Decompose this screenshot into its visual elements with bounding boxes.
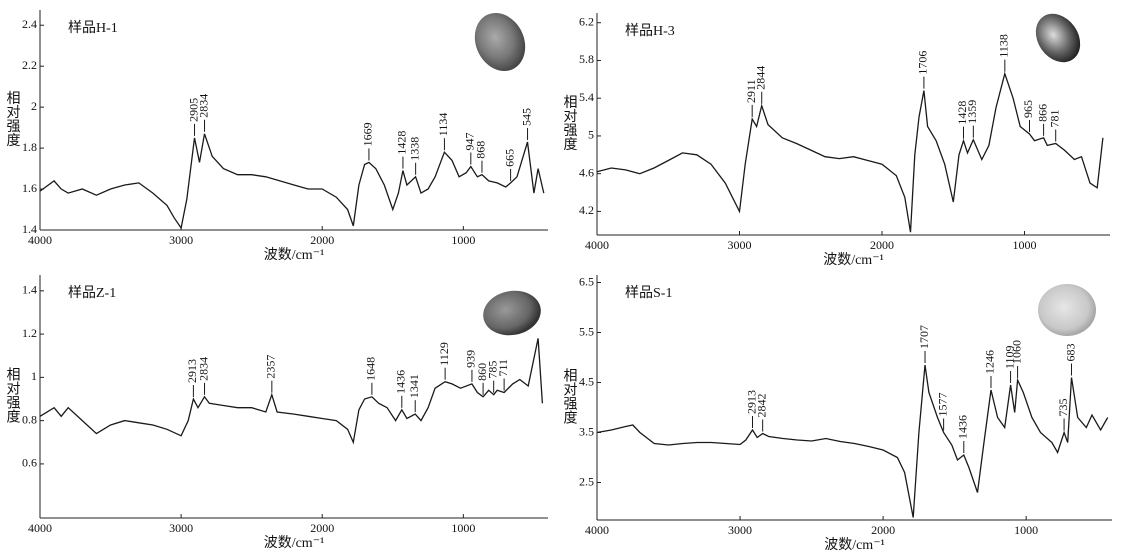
y-tick-label: 2.2: [22, 58, 37, 72]
peak-label: 1706: [916, 51, 930, 75]
y-axis-label: 相对强度: [5, 91, 21, 147]
peak-label: 545: [519, 108, 533, 126]
peak-label: 1428: [395, 131, 409, 155]
x-tick-label: 1000: [451, 521, 475, 535]
y-axis-label: 相对强度: [562, 368, 578, 424]
peak-label: 1669: [361, 122, 375, 146]
peak-label: 2844: [753, 66, 767, 90]
peak-label: 2834: [196, 357, 210, 381]
panel-title: 样品H-1: [68, 20, 118, 36]
spectrum-line: [596, 364, 1109, 518]
peak-label: 965: [1021, 100, 1035, 118]
x-tick-label: 4000: [585, 523, 609, 537]
y-tick-label: 4.5: [579, 374, 594, 388]
sample-photo: [474, 12, 526, 72]
y-tick-label: 2.5: [579, 474, 594, 488]
x-axis-label: 波数/cm⁻¹: [824, 537, 885, 553]
peak-label: 1341: [407, 374, 421, 398]
y-tick-label: 5: [588, 128, 594, 142]
y-tick-label: 4.6: [579, 165, 594, 179]
sample-photo: [1035, 13, 1081, 63]
peak-label: 781: [1047, 109, 1061, 127]
x-tick-label: 1000: [1013, 238, 1037, 252]
peak-label: 1138: [997, 34, 1011, 58]
y-tick-label: 6.5: [579, 274, 594, 288]
x-tick-label: 2000: [871, 523, 895, 537]
peak-label: 2357: [264, 355, 278, 379]
y-tick-label: 1.4: [22, 283, 37, 297]
peak-label: 1428: [955, 101, 969, 125]
x-tick-label: 2000: [310, 521, 334, 535]
x-tick-label: 2000: [870, 238, 894, 252]
peak-label: 1109: [1002, 345, 1016, 369]
y-tick-label: 2.4: [22, 17, 37, 31]
x-tick-label: 1000: [1014, 523, 1038, 537]
peak-label: 735: [1056, 399, 1070, 417]
y-axis-label: 相对强度: [562, 95, 578, 151]
y-tick-label: 1.8: [22, 140, 37, 154]
y-axis-label: 相对强度: [5, 367, 21, 423]
x-tick-label: 4000: [585, 238, 609, 252]
sample-photo: [1038, 284, 1096, 336]
peak-label: 1436: [394, 370, 408, 394]
peak-label: 785: [485, 361, 499, 379]
y-tick-label: 5.5: [579, 324, 594, 338]
panel-title: 样品S-1: [625, 285, 672, 301]
y-tick-label: 1.2: [22, 326, 37, 340]
peak-label: 1707: [917, 325, 931, 349]
peak-label: 2913: [744, 390, 758, 414]
y-tick-label: 4.2: [579, 203, 594, 217]
peak-label: 1338: [407, 137, 421, 161]
panel-title: 样品Z-1: [68, 285, 116, 301]
x-axis-label: 波数/cm⁻¹: [264, 247, 325, 263]
y-tick-label: 6.2: [579, 14, 594, 28]
x-tick-label: 2000: [310, 233, 334, 247]
peak-label: 947: [463, 133, 477, 151]
peak-label: 868: [474, 141, 488, 159]
x-tick-label: 3000: [169, 233, 193, 247]
peak-label: 665: [502, 149, 516, 167]
x-axis-label: 波数/cm⁻¹: [823, 252, 884, 268]
panel-title: 样品H-3: [625, 23, 675, 39]
spectrum-line: [39, 338, 544, 445]
x-axis-label: 波数/cm⁻¹: [264, 535, 325, 551]
y-tick-label: 1.6: [22, 181, 37, 195]
sample-photo: [483, 290, 541, 336]
peak-label: 2905: [186, 98, 200, 122]
y-tick-label: 3.5: [579, 424, 594, 438]
peak-label: 683: [1063, 344, 1077, 362]
peak-label: 1359: [965, 100, 979, 124]
peak-label: 1129: [437, 342, 451, 366]
y-tick-label: 0.8: [22, 412, 37, 426]
peak-label: 1060: [1009, 340, 1023, 364]
peak-label: 860: [475, 363, 489, 381]
y-tick-label: 5.8: [579, 52, 594, 66]
x-tick-label: 4000: [28, 521, 52, 535]
peak-label: 2834: [196, 94, 210, 118]
y-tick-label: 5.4: [579, 90, 594, 104]
peak-label: 866: [1035, 104, 1049, 122]
y-tick-label: 2: [31, 99, 37, 113]
spectrum-line: [596, 71, 1104, 233]
peak-label: 2911: [744, 79, 758, 103]
peak-label: 2842: [754, 394, 768, 418]
spectrum-line: [39, 133, 545, 230]
y-tick-label: 0.6: [22, 456, 37, 470]
peak-label: 1648: [364, 357, 378, 381]
peak-label: 2913: [185, 359, 199, 383]
peak-label: 1134: [436, 113, 450, 137]
peak-label: 1577: [935, 393, 949, 417]
x-tick-label: 3000: [728, 238, 752, 252]
x-tick-label: 3000: [728, 523, 752, 537]
x-tick-label: 3000: [169, 521, 193, 535]
y-tick-label: 1.4: [22, 222, 37, 236]
x-tick-label: 1000: [451, 233, 475, 247]
y-tick-label: 1: [31, 369, 37, 383]
x-tick-label: 4000: [28, 233, 52, 247]
peak-label: 1246: [983, 350, 997, 374]
peak-label: 711: [496, 359, 510, 377]
peak-label: 939: [464, 350, 478, 368]
peak-label: 1436: [956, 415, 970, 439]
